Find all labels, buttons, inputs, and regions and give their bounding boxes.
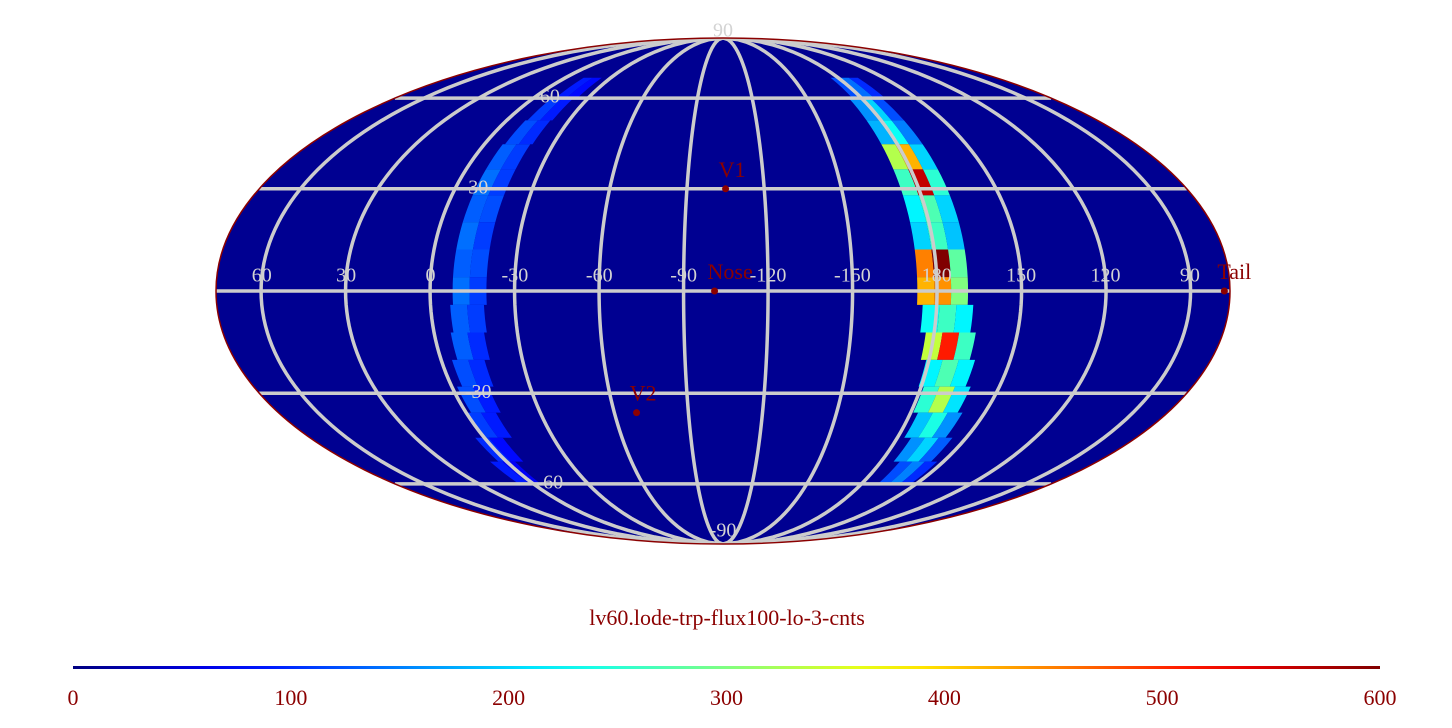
colorbar-label: 600: [1364, 685, 1397, 710]
lon-label: 30: [336, 265, 356, 287]
heatmap-cell: [937, 332, 960, 360]
heatmap-cell: [468, 359, 494, 387]
heatmap-cell: [566, 77, 602, 99]
colorbar-label: 400: [928, 685, 961, 710]
heatmap-cell: [949, 359, 976, 387]
map-title: lv60.lode-trp-flux100-lo-3-cnts: [589, 605, 865, 630]
heatmap-cell: [906, 437, 939, 462]
heatmap-cell: [555, 77, 593, 99]
lat-label: 60: [540, 86, 560, 108]
heatmap-cell: [948, 249, 968, 278]
heatmap-cell: [881, 144, 909, 170]
lat-label: 90: [713, 20, 733, 42]
lon-label: -90: [670, 265, 697, 287]
marker-label: V1: [719, 157, 746, 182]
lon-label: 90: [1180, 265, 1200, 287]
heatmap-cell: [453, 249, 473, 278]
heatmap-cell: [527, 98, 563, 121]
lat-label: 30: [468, 176, 488, 198]
heatmap-cell: [877, 461, 913, 484]
heatmap-cell: [467, 304, 487, 333]
heatmap-cell: [480, 412, 512, 438]
colorbar-label: 0: [68, 685, 79, 710]
heatmap-cell: [888, 461, 925, 484]
lon-label: 150: [1006, 265, 1036, 287]
lon-label: 120: [1090, 265, 1120, 287]
heatmap-cell: [942, 222, 965, 250]
marker-label: Nose: [708, 259, 753, 284]
heatmap-cell: [953, 304, 974, 333]
lon-label: -60: [586, 265, 613, 287]
heatmap-cell: [485, 144, 517, 170]
heatmap-cell: [451, 359, 478, 387]
heatmap-cell: [908, 144, 938, 170]
heatmap-cell: [488, 437, 524, 462]
labels: 60 30 0 -30 -60 -90 -120 -150 180 150 120 90 90 60 30 -…: [252, 20, 1252, 542]
heatmap-cell: [462, 195, 489, 223]
heatmap-cell: [904, 412, 933, 438]
colorbar: [73, 666, 1380, 669]
lat-label: -30: [465, 381, 492, 403]
heatmap-cell: [934, 359, 959, 387]
marker: [722, 185, 730, 193]
heatmap-cell: [848, 98, 880, 121]
heatmap-cell: [870, 98, 904, 121]
graticule: [216, 38, 1230, 544]
heatmap-cell: [450, 304, 471, 333]
marker: [633, 409, 641, 417]
lat-label: -90: [710, 520, 737, 542]
heatmap-cell: [539, 98, 574, 121]
heatmap-cell: [914, 249, 934, 278]
colorbar-label: 100: [274, 685, 307, 710]
lon-label: 60: [252, 265, 272, 287]
heatmap-cell: [466, 412, 499, 438]
marker-label: V2: [630, 381, 657, 406]
heatmap-cell: [505, 120, 538, 145]
lon-label: 0: [426, 265, 436, 287]
heatmap-cell: [910, 222, 932, 250]
colorbar-label: 200: [492, 685, 525, 710]
heatmap-cell: [848, 77, 886, 99]
heatmap-cell: [891, 120, 923, 145]
heatmap-cell: [518, 120, 551, 145]
heatmap-cell: [893, 437, 925, 462]
marker: [1220, 287, 1228, 295]
heatmap-cell: [479, 195, 504, 223]
heatmap-cell: [934, 195, 959, 223]
heatmap-cell: [918, 412, 948, 438]
lat-label: -60: [537, 471, 564, 493]
heatmap-cell: [953, 332, 976, 360]
lon-label: -150: [834, 265, 871, 287]
colorbar-label: 300: [710, 685, 743, 710]
heatmap-cell: [936, 304, 957, 333]
heatmap-cell: [450, 332, 474, 360]
heatmap-cell: [500, 144, 531, 170]
heatmap-cell: [490, 461, 530, 484]
heatmap-cell: [902, 195, 927, 223]
marker: [711, 287, 719, 295]
heatmap-cell: [469, 249, 490, 278]
lon-label: 180: [922, 265, 952, 287]
lon-label: -30: [502, 265, 529, 287]
heatmap-cell: [839, 77, 875, 99]
colorbar-label: 500: [1146, 685, 1179, 710]
heatmap-cell: [931, 412, 963, 438]
heatmap-cell: [456, 222, 480, 250]
lon-label: -120: [750, 265, 787, 287]
marker-label: Tail: [1217, 259, 1251, 284]
sky-outline: [215, 37, 1231, 545]
heatmap-cell: [866, 120, 896, 145]
heatmap-cell: [472, 222, 496, 250]
heatmap-cell: [918, 437, 953, 462]
heatmap-cell: [899, 461, 938, 484]
heatmap-cell: [467, 332, 490, 360]
